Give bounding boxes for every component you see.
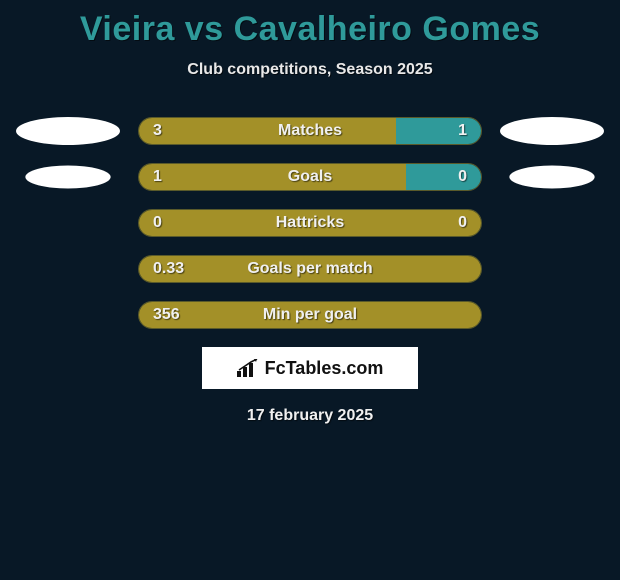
logo-box: FcTables.com: [202, 347, 418, 389]
stat-value-left: 0.33: [153, 256, 184, 282]
stat-value-right: 0: [458, 164, 467, 190]
stat-row: 0.33Goals per match: [0, 255, 620, 283]
spacer: [500, 301, 604, 329]
bar-left-segment: [139, 302, 481, 328]
subtitle: Club competitions, Season 2025: [0, 61, 620, 79]
stat-value-left: 1: [153, 164, 162, 190]
stat-value-left: 0: [153, 210, 162, 236]
stat-bar: 31Matches: [138, 117, 482, 145]
bar-left-segment: [139, 118, 396, 144]
bar-left-segment: [139, 256, 481, 282]
stats-container: 31Matches10Goals00Hattricks0.33Goals per…: [0, 117, 620, 329]
player-left-avatar: [16, 117, 120, 145]
logo-text: FcTables.com: [265, 358, 384, 379]
stat-bar: 0.33Goals per match: [138, 255, 482, 283]
spacer: [500, 255, 604, 283]
stat-value-left: 3: [153, 118, 162, 144]
bar-left-segment: [139, 164, 406, 190]
bar-right-segment: [396, 118, 482, 144]
player-left-avatar: [25, 166, 110, 189]
spacer: [16, 209, 120, 237]
stat-value-right: 0: [458, 210, 467, 236]
bar-chart-icon: [237, 359, 259, 377]
player-right-avatar: [500, 117, 604, 145]
page-title: Vieira vs Cavalheiro Gomes: [0, 0, 620, 49]
spacer: [16, 301, 120, 329]
stat-row: 356Min per goal: [0, 301, 620, 329]
bar-left-segment: [139, 210, 481, 236]
stat-bar: 356Min per goal: [138, 301, 482, 329]
spacer: [500, 209, 604, 237]
bar-right-segment: [406, 164, 481, 190]
stat-row: 10Goals: [0, 163, 620, 191]
player-right-avatar: [509, 166, 594, 189]
stat-value-left: 356: [153, 302, 180, 328]
stat-bar: 10Goals: [138, 163, 482, 191]
spacer: [16, 255, 120, 283]
stat-bar: 00Hattricks: [138, 209, 482, 237]
stat-row: 31Matches: [0, 117, 620, 145]
logo: FcTables.com: [237, 358, 384, 379]
date-text: 17 february 2025: [0, 407, 620, 425]
stat-value-right: 1: [458, 118, 467, 144]
stat-row: 00Hattricks: [0, 209, 620, 237]
